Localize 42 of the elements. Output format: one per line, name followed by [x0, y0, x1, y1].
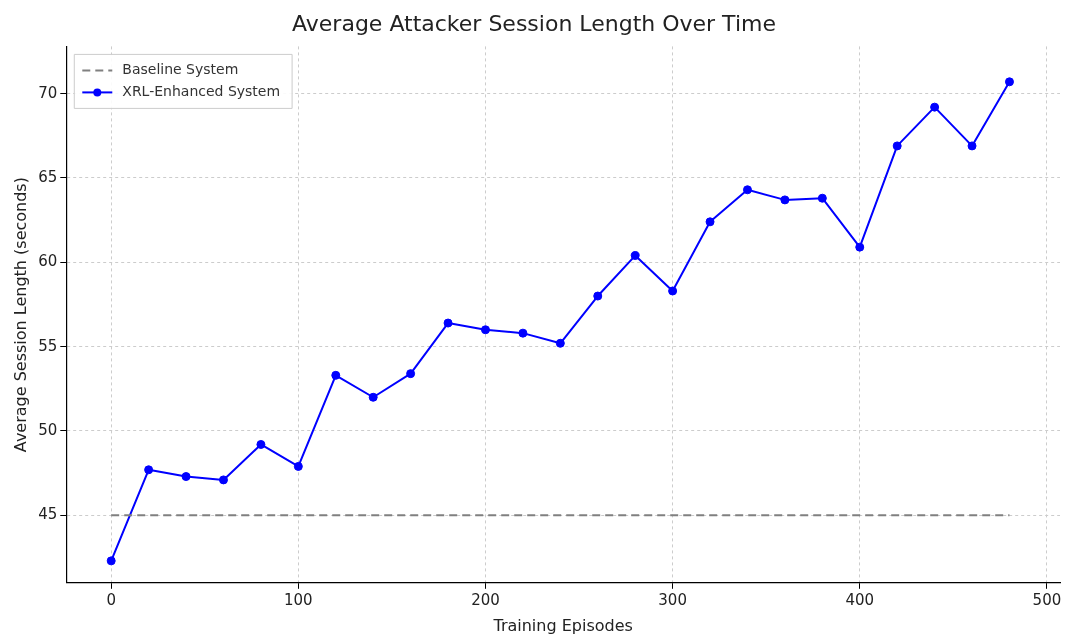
point — [705, 217, 715, 227]
point — [480, 325, 490, 335]
point — [368, 392, 378, 402]
x-tick-label: 500 — [1032, 590, 1062, 609]
point — [293, 461, 303, 471]
y-axis-title: Average Session Length (seconds) — [10, 177, 30, 453]
point — [106, 556, 116, 566]
point — [668, 286, 678, 296]
point — [218, 475, 228, 485]
y-tick-label: 65 — [38, 167, 58, 186]
point — [817, 193, 827, 203]
x-tick-label: 200 — [471, 590, 500, 609]
point — [144, 465, 154, 475]
point — [967, 141, 977, 151]
legend-label: Baseline System — [122, 61, 239, 78]
y-tick-label: 70 — [38, 83, 58, 102]
point — [518, 328, 528, 338]
point — [930, 102, 940, 112]
point — [1004, 77, 1014, 87]
point — [593, 291, 603, 301]
point — [443, 318, 453, 328]
point — [181, 472, 191, 482]
y-tick-label: 50 — [38, 420, 58, 439]
point — [555, 338, 565, 348]
x-tick-label: 300 — [658, 590, 687, 609]
point — [742, 185, 752, 195]
x-tick-label: 100 — [284, 590, 313, 609]
chart-title: Average Attacker Session Length Over Time — [292, 10, 776, 36]
y-tick-label: 60 — [38, 252, 58, 271]
x-tick-label: 400 — [845, 590, 875, 609]
point — [331, 370, 341, 380]
x-axis-title: Training Episodes — [492, 615, 633, 635]
y-tick-label: 55 — [38, 336, 58, 355]
point — [780, 195, 790, 205]
x-tick-label: 0 — [106, 590, 116, 609]
legend-label: XRL-Enhanced System — [122, 83, 281, 100]
point — [406, 369, 416, 379]
point — [855, 242, 865, 252]
y-tick-label: 45 — [38, 505, 58, 524]
point — [630, 251, 640, 261]
point — [892, 141, 902, 151]
point — [256, 439, 266, 449]
